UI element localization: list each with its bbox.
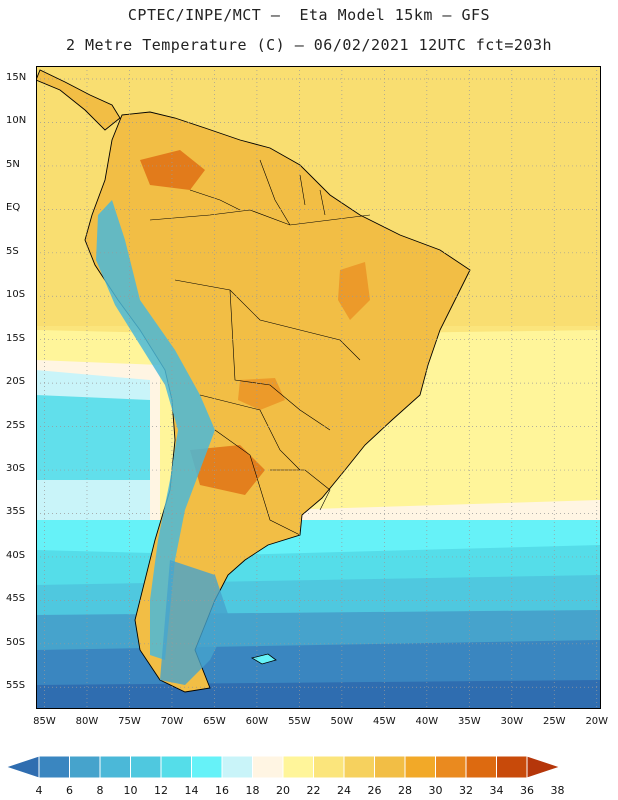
- hot-patch-chaco: [190, 445, 265, 495]
- lat-label-55s: 55S: [6, 680, 26, 692]
- lon-label-65w: 65W: [203, 716, 226, 727]
- colorbar-swatch: [404, 755, 436, 779]
- lon-label-35w: 35W: [457, 716, 481, 727]
- colorbar-label: 8: [96, 784, 104, 797]
- lon-label-70w: 70W: [160, 716, 184, 727]
- colorbar-swatch: [435, 755, 467, 779]
- lon-label-75w: 75W: [118, 716, 141, 727]
- lat-label-35s: 35S: [6, 506, 26, 518]
- lon-label-85w: 85W: [33, 716, 56, 727]
- colorbar-label: 12: [154, 784, 168, 797]
- colorbar-swatch: [191, 755, 223, 779]
- colorbar-swatch: [343, 755, 375, 779]
- colorbar-label: 28: [398, 784, 412, 797]
- lat-label-40s: 40S: [6, 549, 26, 561]
- map-frame: [36, 66, 601, 709]
- lat-label-20s: 20S: [6, 376, 26, 388]
- lon-label-20w: 20W: [585, 716, 609, 727]
- lon-label-50w: 50W: [330, 716, 354, 727]
- lat-label-25s: 25S: [6, 419, 26, 431]
- lon-label-40w: 40W: [415, 716, 439, 727]
- lat-label-50s: 50S: [6, 636, 26, 648]
- colorbar-swatch: [252, 755, 284, 779]
- colorbar-label: 20: [276, 784, 290, 797]
- lat-label-15n: 15N: [6, 72, 27, 84]
- colorbar-arrow-low: [4, 755, 40, 779]
- lat-label-10n: 10N: [6, 115, 27, 127]
- colorbar-label: 16: [215, 784, 229, 797]
- colorbar-swatch: [99, 755, 131, 779]
- lat-label-5s: 5S: [6, 245, 19, 257]
- hot-patch-northeast: [338, 262, 370, 320]
- colorbar-swatch: [313, 755, 345, 779]
- colorbar-label: 18: [245, 784, 260, 797]
- colorbar-swatch: [282, 755, 314, 779]
- lon-label-25w: 25W: [542, 716, 566, 727]
- colorbar-swatch: [69, 755, 101, 779]
- map-title-line-2: 2 Metre Temperature (C) – 06/02/2021 12U…: [65, 36, 553, 54]
- lat-label-10s: 10S: [6, 289, 26, 301]
- colorbar-swatch: [38, 755, 70, 779]
- colorbar-label: 24: [337, 784, 351, 797]
- colorbar-arrow-high: [526, 755, 562, 779]
- colorbar-label: 36: [520, 784, 534, 797]
- country-borders: [149, 159, 371, 536]
- colorbar-label: 10: [123, 784, 138, 797]
- colorbar-swatch: [374, 755, 406, 779]
- map-title-line-1: CPTEC/INPE/MCT – Eta Model 15km – GFS: [127, 6, 491, 24]
- colorbar-label: 22: [306, 784, 321, 797]
- colorbar-swatch: [130, 755, 162, 779]
- lat-label-5n: 5N: [6, 158, 20, 170]
- cold-patch-west: [36, 395, 150, 480]
- colorbar-label: 34: [489, 784, 504, 797]
- central-america-land: [36, 69, 121, 131]
- colorbar-label: 4: [35, 784, 43, 797]
- colorbar-label: 38: [550, 784, 565, 797]
- lon-label-80w: 80W: [75, 716, 99, 727]
- lat-label-30s: 30S: [6, 463, 26, 475]
- lon-label-55w: 55W: [288, 716, 311, 727]
- lat-label-eq: EQ: [6, 202, 21, 214]
- hot-patch-north: [140, 150, 205, 190]
- colorbar-swatch: [496, 755, 528, 779]
- colorbar-label: 30: [428, 784, 443, 797]
- lon-label-45w: 45W: [373, 716, 396, 727]
- colorbar-swatch: [160, 755, 192, 779]
- patagonia-cold: [160, 560, 230, 685]
- colorbar-label: 26: [367, 784, 382, 797]
- falkland-islands: [250, 653, 277, 665]
- colorbar-label: 14: [184, 784, 199, 797]
- lat-label-45s: 45S: [6, 593, 26, 605]
- lat-label-15s: 15S: [6, 332, 26, 344]
- colorbar: [4, 755, 562, 779]
- andes-cold-strip: [96, 200, 215, 660]
- colorbar-label: 6: [66, 784, 73, 797]
- colorbar-swatch: [465, 755, 497, 779]
- lon-label-60w: 60W: [245, 716, 269, 727]
- colorbar-label: 32: [459, 784, 473, 797]
- hot-patch-central: [238, 378, 285, 410]
- lon-label-30w: 30W: [500, 716, 524, 727]
- colorbar-swatch: [221, 755, 253, 779]
